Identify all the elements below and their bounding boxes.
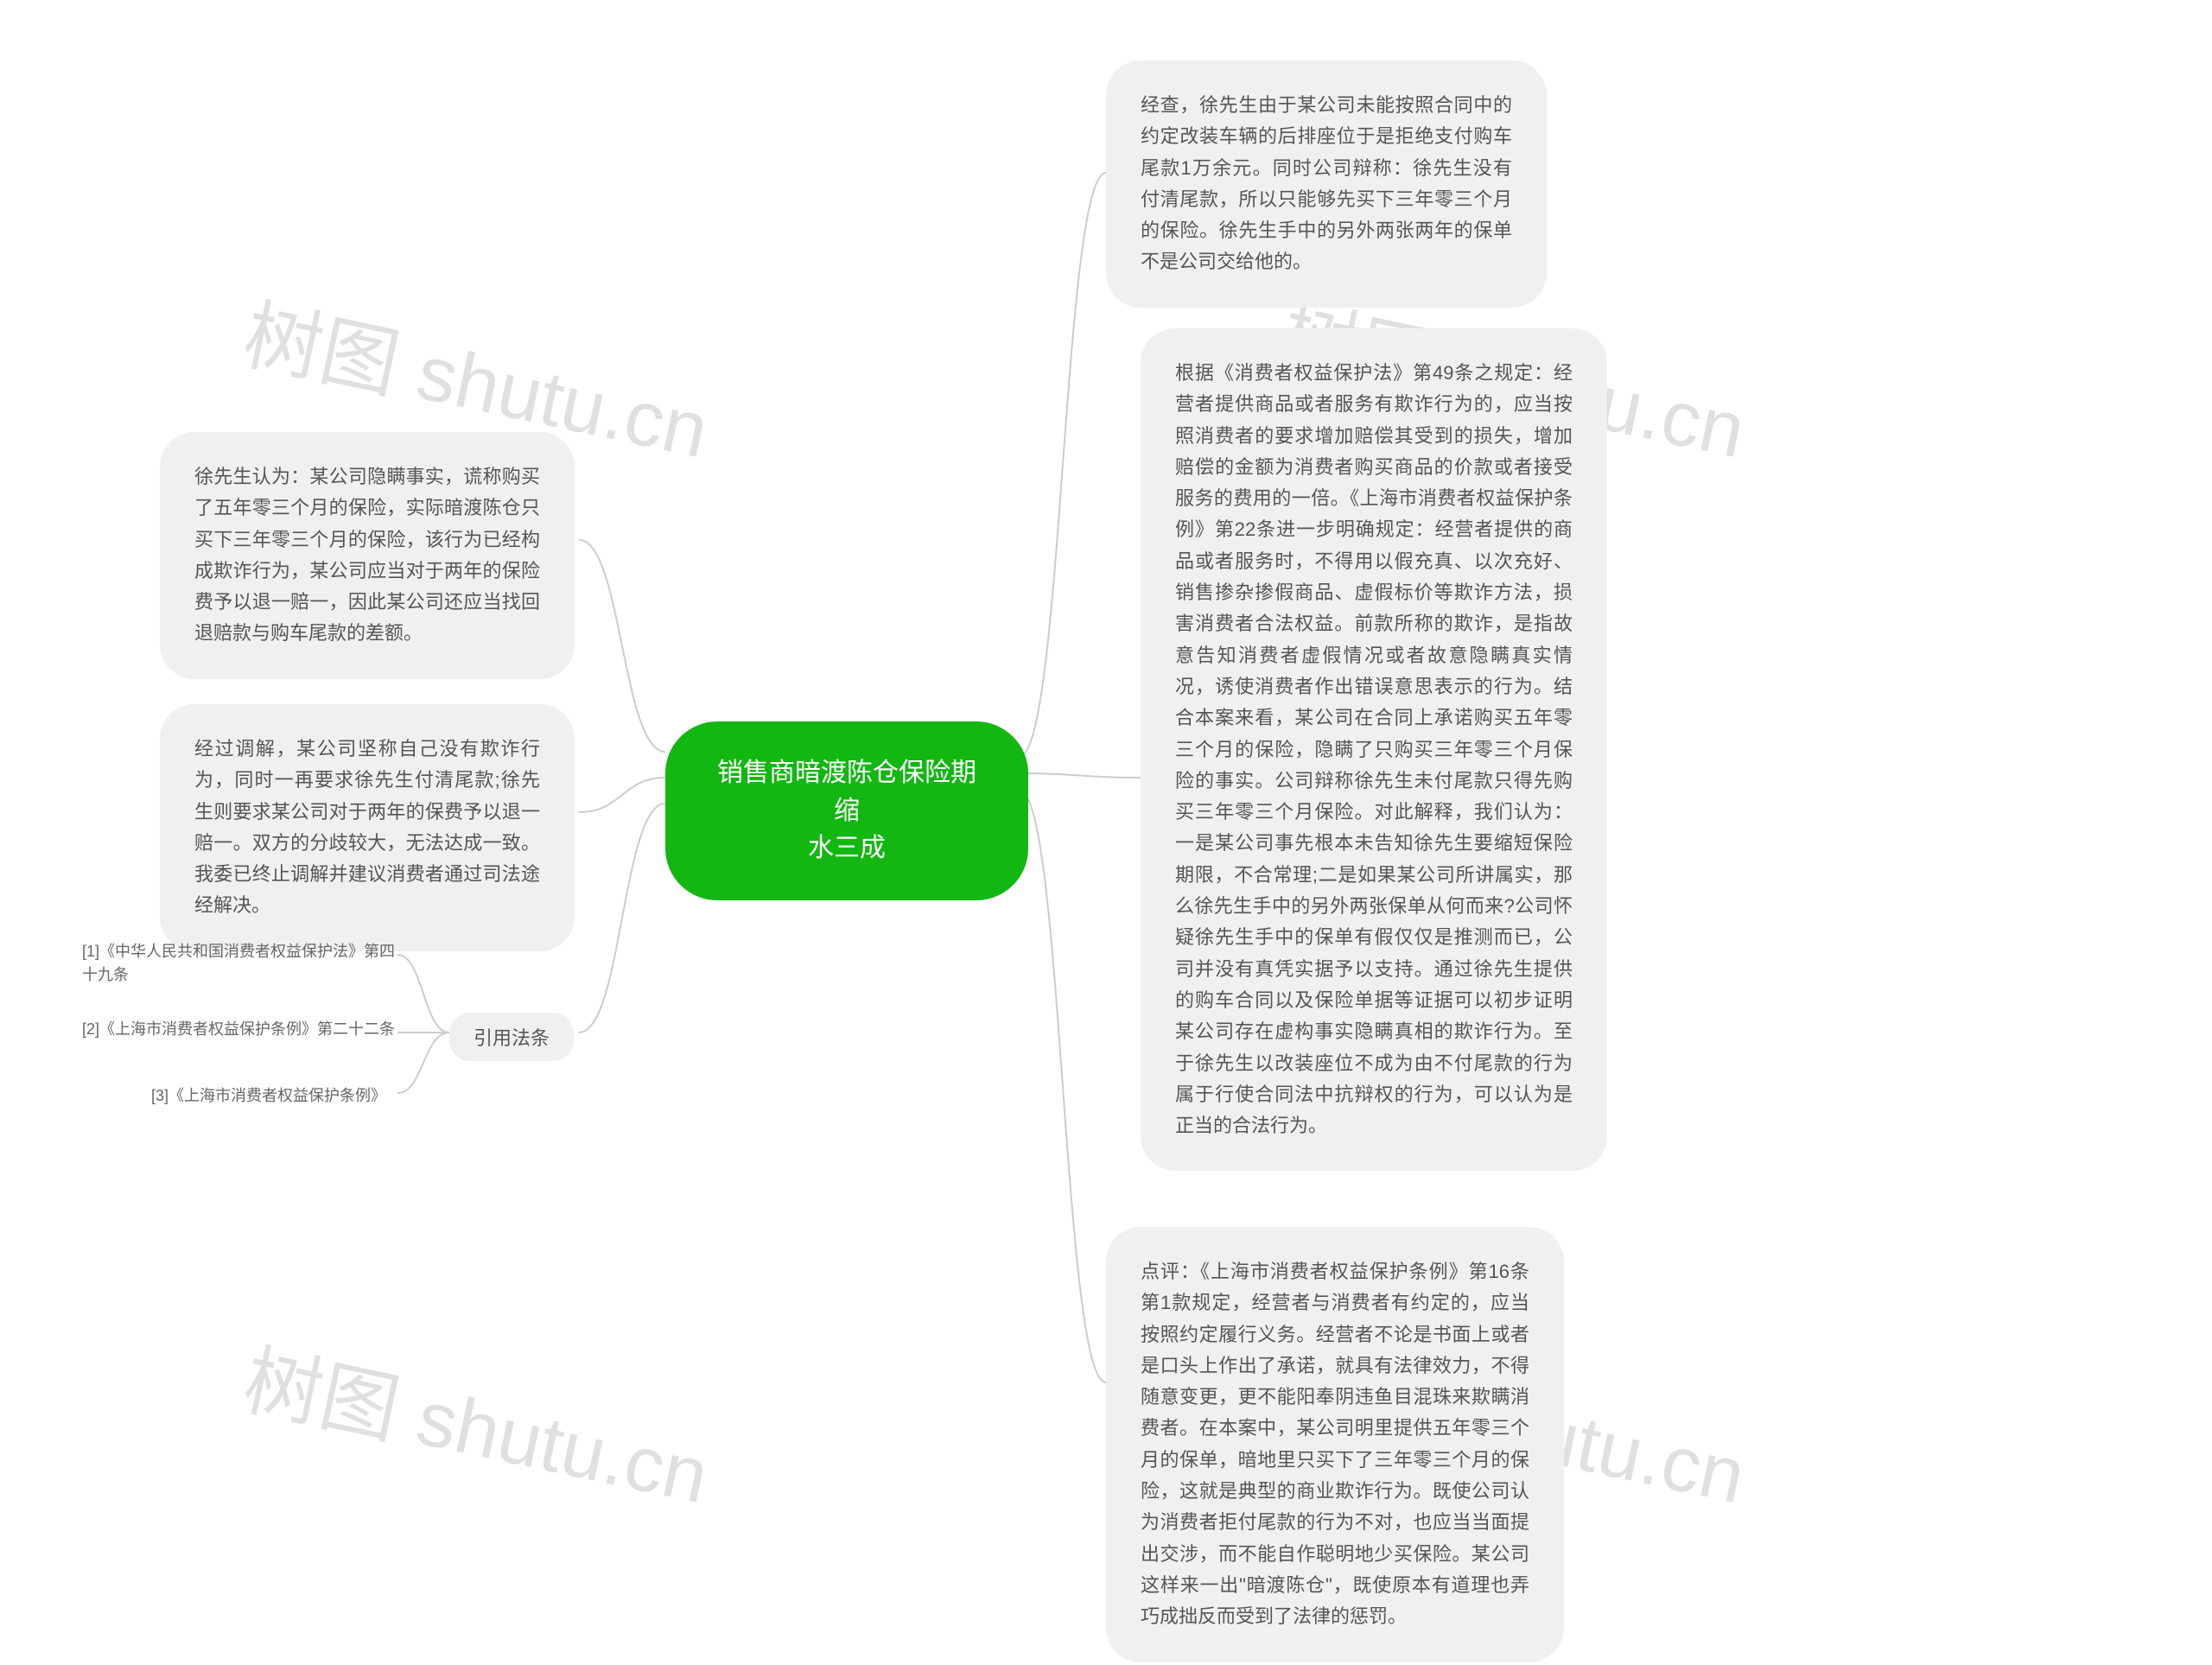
- node-cited-laws[interactable]: 引用法条: [449, 1013, 574, 1061]
- leaf-law-2[interactable]: [2]《上海市消费者权益保护条例》第二十二条: [82, 1018, 402, 1041]
- center-node[interactable]: 销售商暗渡陈仓保险期缩 水三成: [665, 721, 1028, 900]
- node-left-1[interactable]: 徐先生认为：某公司隐瞒事实，谎称购买了五年零三个月的保险，实际暗渡陈仓只买下三年…: [160, 432, 575, 679]
- edge: [579, 804, 665, 1033]
- edge: [1020, 791, 1106, 1382]
- edge: [397, 955, 449, 1033]
- center-title-line1: 销售商暗渡陈仓保险期缩: [717, 759, 976, 825]
- center-title-line2: 水三成: [808, 834, 886, 862]
- edge: [397, 1033, 449, 1093]
- edge: [579, 778, 665, 812]
- edge: [579, 540, 665, 752]
- node-right-1[interactable]: 经查，徐先生由于某公司未能按照合同中的约定改装车辆的后排座位于是拒绝支付购车尾款…: [1106, 60, 1547, 308]
- leaf-law-1[interactable]: [1]《中华人民共和国消费者权益保护法》第四十九条: [82, 940, 402, 987]
- leaf-law-3[interactable]: [3]《上海市消费者权益保护条例》: [151, 1084, 402, 1108]
- node-right-2[interactable]: 根据《消费者权益保护法》第49条之规定：经营者提供商品或者服务有欺诈行为的，应当…: [1141, 328, 1607, 1171]
- node-left-2[interactable]: 经过调解，某公司坚称自己没有欺诈行为，同时一再要求徐先生付清尾款;徐先生则要求某…: [160, 704, 575, 951]
- node-right-3[interactable]: 点评：《上海市消费者权益保护条例》第16条第1款规定，经营者与消费者有约定的，应…: [1106, 1227, 1564, 1662]
- watermark: 树图 shutu.cn: [235, 1318, 719, 1526]
- edge: [1020, 173, 1106, 756]
- edge: [1020, 773, 1141, 778]
